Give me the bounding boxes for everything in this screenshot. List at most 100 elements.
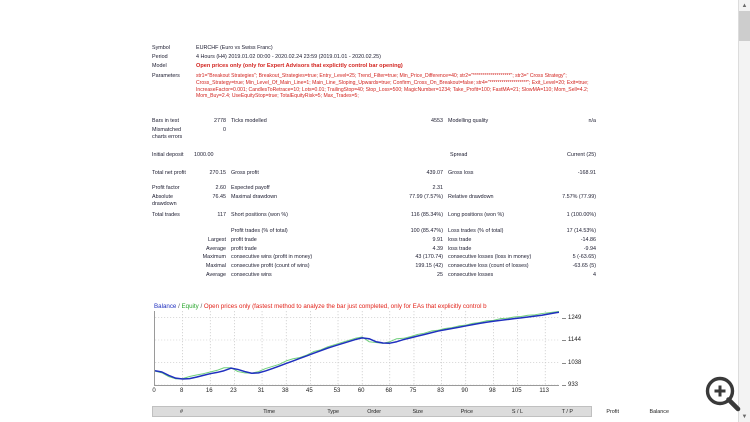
largest-label: Largest	[208, 236, 226, 243]
initial-deposit-label: Initial deposit	[152, 151, 184, 158]
long-positions-label: Long positions (won %)	[448, 211, 505, 218]
stat-row-total-trades: Total trades 117 Short positions (won %)…	[152, 212, 596, 227]
ticks-modelled-label: Ticks modelled	[231, 118, 267, 124]
average-loss-label: loss trade	[448, 245, 472, 252]
initial-deposit-value: 1000.00	[194, 151, 214, 158]
relative-drawdown-value: 7.57% (77.99)	[562, 193, 596, 200]
modelling-quality-label: Modelling quality	[448, 118, 489, 124]
maximal-drawdown-label: Maximal drawdown	[231, 193, 278, 200]
absolute-drawdown-label: Absolute drawdown	[152, 193, 177, 207]
long-positions-value: 1 (100.00%)	[566, 211, 596, 218]
short-positions-value: 116 (85.34%)	[411, 211, 443, 218]
stat-row-maximal: Maximal consecutive profit (count of win…	[152, 263, 596, 271]
stat-row-profit-trades: Profit trades (% of total) 100 (85.47%) …	[152, 228, 596, 236]
maximal-drawdown-value: 77.99 (7.57%)	[409, 193, 443, 200]
maximal-cons-loss-label: consecutive loss (count of losses)	[448, 263, 529, 270]
gross-profit-value: 439.07	[426, 169, 444, 176]
average-loss-value: -9.94	[583, 245, 596, 252]
period-label: Period	[152, 54, 168, 60]
expected-payoff-value: 2.31	[432, 184, 444, 191]
x-axis-label: 8	[179, 388, 184, 394]
max-cons-losses-value: 5 (-63.65)	[572, 254, 596, 261]
symbol-value: EURCHF (Euro vs Swiss Franc)	[196, 45, 273, 51]
x-axis-label: 68	[385, 388, 393, 394]
legend-balance: Balance	[154, 303, 177, 310]
x-axis-label: 83	[437, 388, 444, 394]
stat-row-drawdown: Absolute drawdown 76.45 Maximal drawdown…	[152, 194, 596, 208]
trades-column-header[interactable]: Price	[460, 408, 473, 415]
x-axis-label: 105	[511, 388, 522, 394]
trades-column-header[interactable]: Time	[263, 408, 275, 415]
model-label: Model	[152, 63, 167, 69]
stat-row-bars: Bars in test 2778 Ticks modelled 4553 Mo…	[152, 118, 596, 126]
vertical-scrollbar[interactable]: ▲ ▼	[738, 0, 750, 422]
x-axis-label: 31	[257, 388, 265, 394]
x-axis-label: 98	[489, 388, 496, 394]
x-axis-label: 75	[409, 388, 417, 394]
gross-profit-label: Gross profit	[231, 169, 259, 176]
spread-label: Spread	[450, 151, 468, 158]
info-row-period: Period 4 Hours (H4) 2019.01.02 00:00 - 2…	[152, 54, 592, 61]
parameters-value: str1="Breakout Strategies"; Breakout_Str…	[196, 73, 589, 100]
trades-column-header[interactable]: Balance	[649, 408, 669, 415]
largest-profit-label: profit trade	[231, 236, 257, 243]
trades-column-header[interactable]: Order	[367, 408, 381, 415]
gross-loss-label: Gross loss	[448, 169, 474, 176]
trades-column-header[interactable]: Size	[412, 408, 424, 415]
y-axis-label: 933	[568, 382, 579, 388]
mismatched-value: 0	[223, 126, 226, 133]
expected-payoff-label: Expected payoff	[231, 184, 270, 191]
profit-trades-value: 100 (85.47%)	[410, 227, 443, 234]
mismatched-label: Mismatched charts errors	[152, 126, 183, 140]
y-axis-tick	[562, 317, 566, 319]
period-value: 4 Hours (H4) 2019.01.02 00:00 - 2020.02.…	[196, 54, 381, 60]
y-axis-tick	[562, 385, 566, 386]
y-axis-label: 1038	[568, 359, 582, 366]
scroll-up-arrow[interactable]: ▲	[739, 0, 750, 11]
total-net-profit-value: 270.15	[209, 169, 227, 176]
stat-row-average: Average profit trade 4.39 loss trade -9.…	[152, 246, 596, 254]
trades-column-header[interactable]: #	[180, 408, 183, 415]
scrollbar-thumb[interactable]	[739, 11, 750, 41]
loss-trades-value: 17 (14.53%)	[566, 227, 596, 234]
maximal-cons-profit-value: 199.15 (42)	[415, 263, 443, 270]
ticks-modelled-value: 4553	[431, 118, 443, 124]
average2-label: Average	[206, 271, 226, 278]
profit-factor-label: Profit factor	[152, 184, 180, 191]
largest-loss-value: -14.86	[580, 236, 596, 243]
loss-trades-label: Loss trades (% of total)	[448, 227, 504, 234]
symbol-label: Symbol	[152, 45, 170, 51]
stat-row-maximum: Maximum consecutive wins (profit in mone…	[152, 254, 596, 262]
maximal-cons-loss-value: -63.65 (5)	[572, 263, 596, 270]
report-info-table: Symbol EURCHF (Euro vs Swiss Franc) Peri…	[152, 45, 592, 101]
chart-plot-area	[154, 311, 559, 386]
x-axis-label: 0	[152, 388, 156, 394]
maximal-label: Maximal	[205, 263, 226, 270]
stat-row-deposit: Initial deposit 1000.00 Spread Current (…	[152, 152, 596, 166]
chart-x-axis: 0 8 16 23 31 38 45 53 60 68 75 83 90 98 105 113	[152, 388, 558, 398]
average-profit-label: profit trade	[231, 245, 257, 252]
avg-cons-wins-label: consecutive wins	[231, 271, 272, 278]
maximum-label: Maximum	[202, 254, 226, 261]
max-cons-wins-label: consecutive wins (profit in money)	[231, 254, 313, 261]
statistics-table: Bars in test 2778 Ticks modelled 4553 Mo…	[152, 118, 596, 281]
stat-row-mismatched: Mismatched charts errors 0	[152, 127, 596, 147]
trades-column-header[interactable]: Profit	[606, 408, 619, 415]
stat-row-net-profit: Total net profit 270.15 Gross profit 439…	[152, 170, 596, 184]
avg-cons-losses-label: consecutive losses	[448, 271, 494, 278]
legend-model-note: Open prices only (fastest method to anal…	[203, 303, 487, 310]
average-label: Average	[206, 245, 226, 252]
info-row-parameters: Parameters str1="Breakout Strategies"; B…	[152, 73, 592, 99]
scroll-down-arrow[interactable]: ▼	[739, 411, 750, 422]
largest-profit-value: 9.91	[432, 236, 444, 243]
maximal-cons-profit-label: consecutive profit (count of wins)	[231, 263, 310, 270]
chart-y-axis: 933 1038 1144 1249	[562, 311, 622, 389]
trades-column-header[interactable]: S / L	[511, 408, 523, 415]
magnifier-plus-icon[interactable]	[705, 376, 741, 412]
x-axis-label: 23	[230, 388, 237, 394]
trades-column-header[interactable]: Type	[327, 408, 339, 415]
x-axis-label: 53	[333, 388, 341, 394]
trades-column-header[interactable]: T / P	[561, 408, 573, 415]
